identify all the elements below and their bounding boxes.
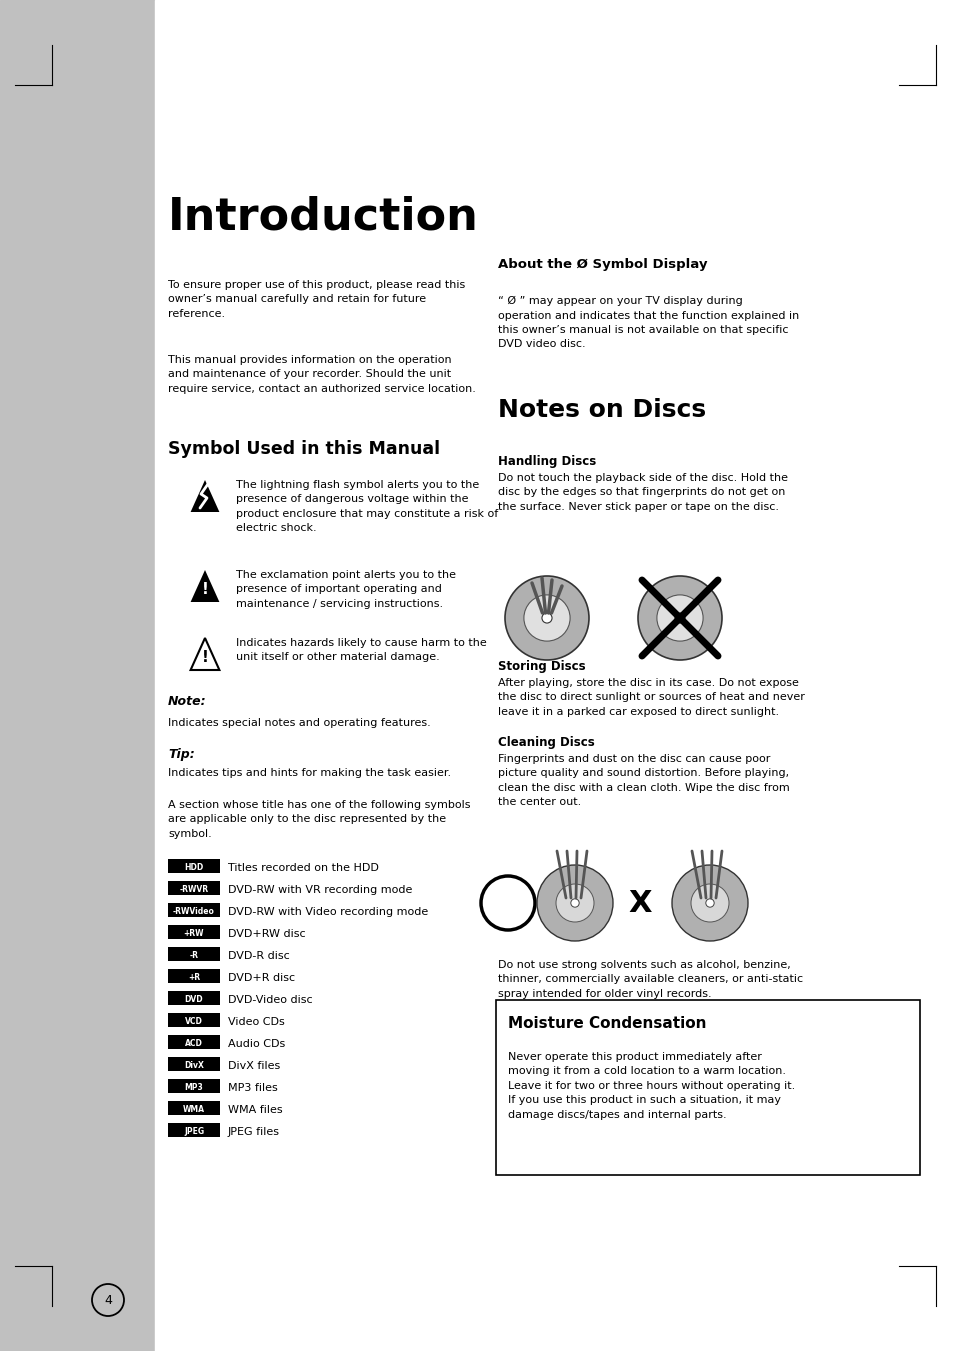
Bar: [496, 1000, 919, 1175]
Circle shape: [690, 884, 728, 921]
Bar: [168, 881, 220, 894]
Bar: [168, 969, 220, 984]
Text: 4: 4: [104, 1293, 112, 1306]
Bar: [168, 992, 220, 1005]
Text: Tip:: Tip:: [168, 748, 194, 761]
Text: Audio CDs: Audio CDs: [228, 1039, 285, 1048]
Text: This manual provides information on the operation
and maintenance of your record: This manual provides information on the …: [168, 355, 476, 393]
Text: About the Ø Symbol Display: About the Ø Symbol Display: [497, 258, 707, 272]
Bar: [168, 1056, 220, 1071]
Text: Video CDs: Video CDs: [228, 1017, 284, 1027]
Text: Notes on Discs: Notes on Discs: [497, 399, 705, 422]
Text: Handling Discs: Handling Discs: [497, 455, 596, 467]
Bar: [154, 0, 953, 1351]
Text: The exclamation point alerts you to the
presence of important operating and
main: The exclamation point alerts you to the …: [235, 570, 456, 609]
Text: DivX: DivX: [184, 1061, 204, 1070]
Text: Do not touch the playback side of the disc. Hold the
disc by the edges so that f: Do not touch the playback side of the di…: [497, 473, 787, 512]
Text: Symbol Used in this Manual: Symbol Used in this Manual: [168, 440, 439, 458]
Bar: [168, 1101, 220, 1115]
Text: VCD: VCD: [185, 1016, 203, 1025]
Bar: [168, 902, 220, 917]
Text: DVD+RW disc: DVD+RW disc: [228, 929, 305, 939]
Text: -R: -R: [190, 951, 198, 959]
Text: DVD-RW with Video recording mode: DVD-RW with Video recording mode: [228, 907, 428, 917]
Text: Moisture Condensation: Moisture Condensation: [507, 1016, 706, 1031]
Polygon shape: [191, 480, 219, 512]
Text: MP3: MP3: [185, 1082, 203, 1092]
Text: JPEG: JPEG: [184, 1127, 204, 1135]
Circle shape: [556, 884, 594, 921]
Circle shape: [671, 865, 747, 942]
Text: Note:: Note:: [168, 694, 207, 708]
Text: Fingerprints and dust on the disc can cause poor
picture quality and sound disto: Fingerprints and dust on the disc can ca…: [497, 754, 789, 807]
Text: DVD-R disc: DVD-R disc: [228, 951, 290, 961]
Text: WMA files: WMA files: [228, 1105, 282, 1115]
Text: +RW: +RW: [184, 928, 204, 938]
Text: Titles recorded on the HDD: Titles recorded on the HDD: [228, 863, 378, 873]
Text: MP3 files: MP3 files: [228, 1084, 277, 1093]
Text: DVD: DVD: [185, 994, 203, 1004]
Text: A section whose title has one of the following symbols
are applicable only to th: A section whose title has one of the fol…: [168, 800, 470, 839]
Bar: [0, 0, 154, 1351]
Text: Storing Discs: Storing Discs: [497, 661, 585, 673]
Circle shape: [638, 576, 721, 661]
Text: !: !: [201, 650, 208, 666]
Bar: [168, 925, 220, 939]
Text: Do not use strong solvents such as alcohol, benzine,
thinner, commercially avail: Do not use strong solvents such as alcoh…: [497, 961, 802, 998]
Text: The lightning flash symbol alerts you to the
presence of dangerous voltage withi: The lightning flash symbol alerts you to…: [235, 480, 497, 534]
Bar: [168, 1013, 220, 1027]
Circle shape: [541, 613, 552, 623]
Text: ACD: ACD: [185, 1039, 203, 1047]
Text: -RWVR: -RWVR: [179, 885, 209, 893]
Polygon shape: [191, 570, 219, 603]
Circle shape: [537, 865, 613, 942]
Text: DVD-Video disc: DVD-Video disc: [228, 994, 313, 1005]
Circle shape: [675, 613, 684, 623]
Text: Introduction: Introduction: [168, 195, 478, 238]
Bar: [168, 1035, 220, 1048]
Text: Never operate this product immediately after
moving it from a cold location to a: Never operate this product immediately a…: [507, 1052, 795, 1120]
Text: HDD: HDD: [184, 862, 203, 871]
Circle shape: [523, 594, 570, 642]
Bar: [168, 1123, 220, 1138]
Text: JPEG files: JPEG files: [228, 1127, 280, 1138]
Text: “ Ø ” may appear on your TV display during
operation and indicates that the func: “ Ø ” may appear on your TV display duri…: [497, 296, 799, 350]
Circle shape: [570, 898, 578, 907]
Text: DVD+R disc: DVD+R disc: [228, 973, 294, 984]
Text: To ensure proper use of this product, please read this
owner’s manual carefully : To ensure proper use of this product, pl…: [168, 280, 465, 319]
Circle shape: [705, 898, 714, 907]
Circle shape: [657, 594, 702, 642]
Text: Indicates special notes and operating features.: Indicates special notes and operating fe…: [168, 717, 431, 728]
Bar: [168, 859, 220, 873]
Text: Indicates tips and hints for making the task easier.: Indicates tips and hints for making the …: [168, 767, 451, 778]
Text: !: !: [201, 582, 208, 597]
Text: +R: +R: [188, 973, 200, 981]
Bar: [168, 947, 220, 961]
Text: DVD-RW with VR recording mode: DVD-RW with VR recording mode: [228, 885, 412, 894]
Text: X: X: [628, 889, 651, 917]
Text: Indicates hazards likely to cause harm to the
unit itself or other material dama: Indicates hazards likely to cause harm t…: [235, 638, 486, 662]
Text: After playing, store the disc in its case. Do not expose
the disc to direct sunl: After playing, store the disc in its cas…: [497, 678, 804, 717]
Bar: [168, 1079, 220, 1093]
Text: DivX files: DivX files: [228, 1061, 280, 1071]
Text: WMA: WMA: [183, 1105, 205, 1113]
Circle shape: [504, 576, 588, 661]
Text: Cleaning Discs: Cleaning Discs: [497, 736, 594, 748]
Text: -RWVideo: -RWVideo: [172, 907, 214, 916]
